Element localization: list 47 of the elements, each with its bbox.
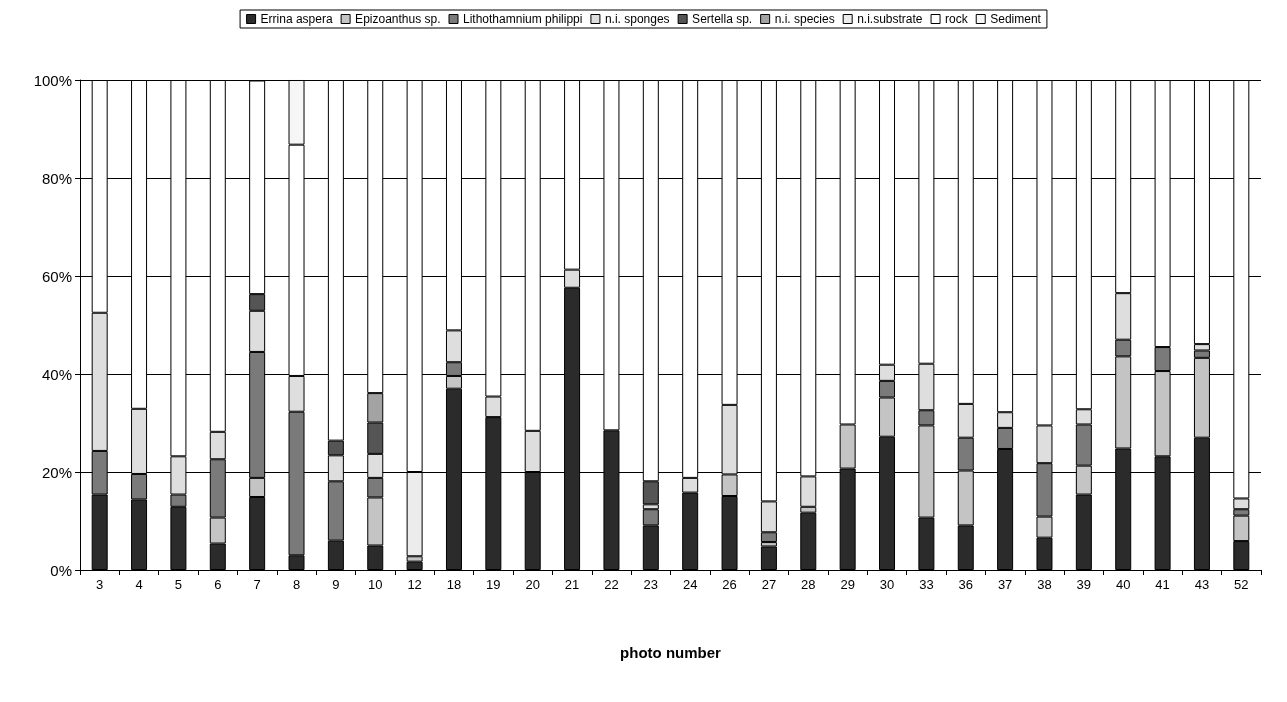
x-tick-label: 36	[958, 577, 973, 592]
x-tick-label: 19	[486, 577, 501, 592]
x-tick-label: 41	[1155, 577, 1170, 592]
legend-label: Sediment	[990, 12, 1042, 26]
y-tick-label: 40%	[41, 365, 72, 383]
y-tick-label: 0%	[50, 561, 72, 579]
x-tick-label: 43	[1194, 577, 1210, 592]
x-tick-label: 30	[879, 577, 895, 592]
legend-label: Errina aspera	[260, 12, 333, 26]
legend-label: n.i. sponges	[604, 12, 670, 26]
x-tick-label: 26	[722, 577, 737, 592]
x-tick-label: 27	[761, 577, 777, 592]
x-tick-label: 40	[1115, 577, 1131, 592]
y-tick-label: 100%	[33, 71, 72, 89]
legend-label: Epizoanthus sp.	[355, 12, 441, 26]
x-tick-label: 52	[1234, 577, 1249, 592]
x-tick-label: 28	[801, 577, 816, 592]
x-tick-label: 37	[997, 577, 1013, 592]
legend-label: n.i. species	[774, 12, 835, 26]
x-tick-label: 10	[368, 577, 383, 592]
legend-label: n.i.substrate	[857, 12, 923, 26]
x-tick-label: 7	[253, 577, 261, 592]
x-tick-label: 9	[332, 577, 340, 592]
x-axis-title: photo number	[620, 644, 722, 661]
x-tick-label: 3	[96, 577, 104, 592]
x-tick-label: 6	[214, 577, 222, 592]
x-tick-label: 4	[135, 577, 143, 592]
legend-label: Sertella sp.	[692, 12, 753, 26]
x-tick-label: 21	[564, 577, 580, 592]
x-tick-label: 24	[682, 577, 698, 592]
legend-label: Lithothamnium philippi	[463, 12, 583, 26]
x-tick-label: 20	[525, 577, 540, 592]
x-tick-label: 29	[840, 577, 855, 592]
legend-label: rock	[945, 12, 969, 26]
bar	[760, 546, 777, 570]
x-tick-label: 22	[604, 577, 619, 592]
y-tick-label: 60%	[41, 267, 72, 285]
x-tick-label: 33	[919, 577, 934, 592]
y-tick-label: 80%	[41, 169, 72, 187]
x-tick-label: 38	[1037, 577, 1052, 592]
x-tick-label: 5	[174, 577, 183, 592]
x-tick-label: 23	[643, 577, 659, 592]
y-tick-label: 20%	[41, 463, 72, 481]
x-tick-label: 39	[1076, 577, 1092, 592]
x-tick-label: 12	[407, 577, 422, 592]
x-tick-label: 8	[292, 577, 301, 592]
x-tick-label: 18	[446, 577, 462, 592]
